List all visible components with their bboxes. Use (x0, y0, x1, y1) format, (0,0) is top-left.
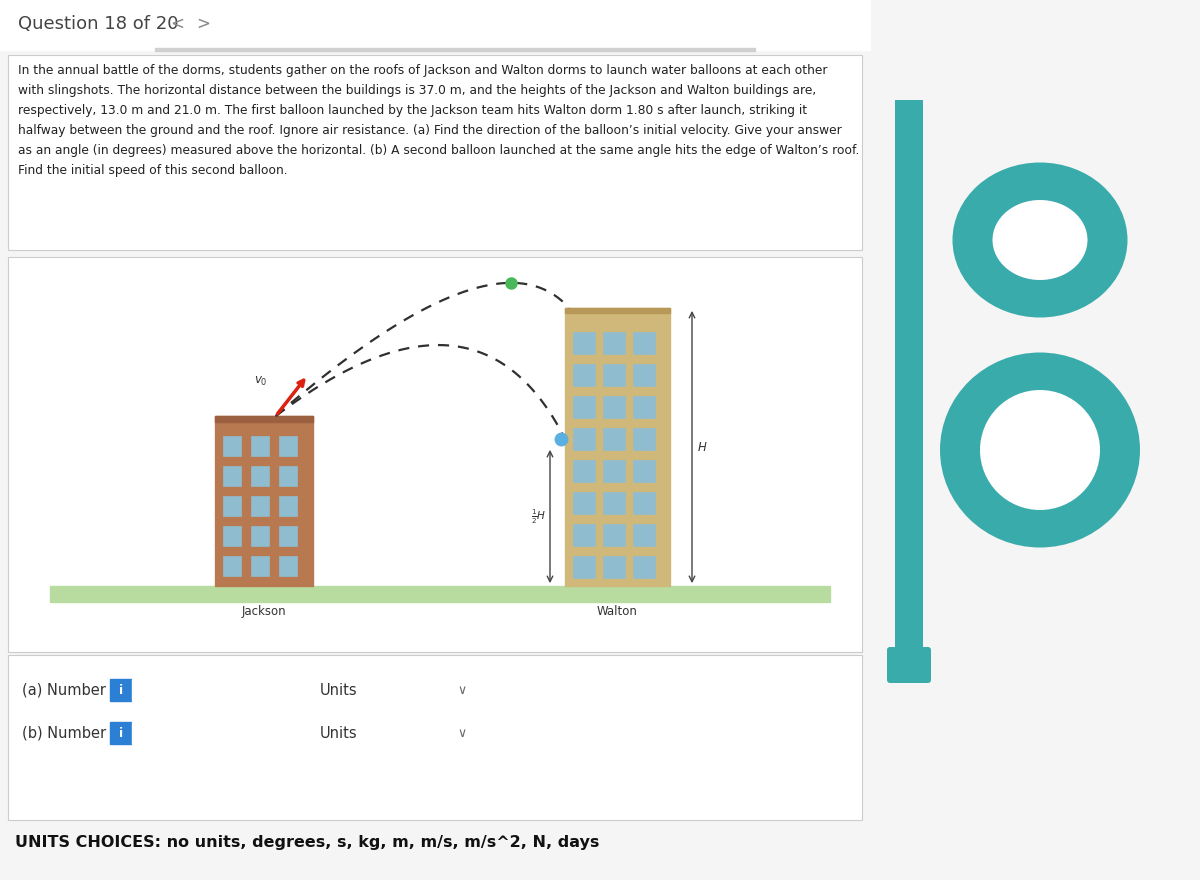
Text: Find the initial speed of this second balloon.: Find the initial speed of this second ba… (18, 164, 288, 177)
Bar (604, 428, 625, 450)
Text: (b) Number: (b) Number (22, 725, 106, 740)
Ellipse shape (980, 390, 1100, 510)
Bar (223, 466, 241, 486)
Bar (604, 556, 625, 578)
Bar (278, 436, 298, 456)
Bar (574, 492, 595, 514)
Ellipse shape (953, 163, 1128, 318)
Bar (565, 308, 670, 586)
Bar (604, 396, 625, 418)
Bar (155, 48, 755, 51)
Bar (215, 416, 313, 586)
Bar (278, 496, 298, 516)
Bar (278, 556, 298, 576)
Bar (574, 556, 595, 578)
Bar (110, 679, 132, 701)
Text: respectively, 13.0 m and 21.0 m. The first balloon launched by the Jackson team : respectively, 13.0 m and 21.0 m. The fir… (18, 104, 808, 117)
Bar (223, 436, 241, 456)
Text: ∨: ∨ (457, 684, 467, 696)
Bar (0, 0, 870, 50)
Text: H: H (698, 441, 707, 453)
Bar (634, 396, 655, 418)
Bar (604, 460, 625, 482)
FancyBboxPatch shape (8, 55, 862, 250)
Text: Units: Units (320, 683, 358, 698)
FancyBboxPatch shape (895, 100, 923, 680)
FancyBboxPatch shape (887, 647, 931, 683)
Bar (574, 396, 595, 418)
Bar (604, 492, 625, 514)
Text: halfway between the ground and the roof. Ignore air resistance. (a) Find the dir: halfway between the ground and the roof.… (18, 124, 841, 137)
Text: ∨: ∨ (457, 727, 467, 739)
Bar (215, 416, 313, 422)
Ellipse shape (992, 200, 1087, 280)
Bar (223, 556, 241, 576)
Bar (251, 556, 269, 576)
Text: UNITS CHOICES: no units, degrees, s, kg, m, m/s, m/s^2, N, days: UNITS CHOICES: no units, degrees, s, kg,… (14, 834, 599, 849)
Bar (634, 524, 655, 546)
Text: as an angle (in degrees) measured above the horizontal. (b) A second balloon lau: as an angle (in degrees) measured above … (18, 144, 859, 157)
Bar (278, 466, 298, 486)
Text: Units: Units (320, 725, 358, 740)
Text: Question 18 of 20: Question 18 of 20 (18, 15, 179, 33)
Bar (574, 460, 595, 482)
Bar (360, 722, 470, 744)
Bar (574, 524, 595, 546)
Text: (a) Number: (a) Number (22, 683, 106, 698)
Text: Walton: Walton (598, 605, 638, 618)
Bar (110, 722, 132, 744)
Bar (223, 526, 241, 546)
Bar (634, 332, 655, 354)
Bar (634, 460, 655, 482)
Bar (132, 679, 310, 701)
Text: >: > (196, 15, 210, 33)
Text: $\frac{1}{2}H$: $\frac{1}{2}H$ (530, 507, 546, 525)
Bar (223, 496, 241, 516)
Bar (604, 332, 625, 354)
Ellipse shape (940, 353, 1140, 547)
FancyBboxPatch shape (8, 257, 862, 652)
Bar (634, 364, 655, 386)
Bar (360, 679, 470, 701)
Bar (278, 526, 298, 546)
Bar (251, 526, 269, 546)
Bar (132, 722, 310, 744)
Text: Jackson: Jackson (241, 605, 287, 618)
Bar (574, 364, 595, 386)
Text: $v_0$: $v_0$ (253, 375, 268, 388)
Bar (50, 586, 830, 602)
FancyBboxPatch shape (8, 655, 862, 820)
Text: i: i (119, 727, 124, 739)
Bar (634, 556, 655, 578)
Text: i: i (119, 684, 124, 696)
Text: In the annual battle of the dorms, students gather on the roofs of Jackson and W: In the annual battle of the dorms, stude… (18, 64, 828, 77)
Bar (251, 436, 269, 456)
Bar (251, 496, 269, 516)
Bar (565, 308, 670, 313)
Bar (574, 428, 595, 450)
Bar (634, 492, 655, 514)
Text: <: < (170, 15, 184, 33)
Bar (604, 524, 625, 546)
Bar (251, 466, 269, 486)
Bar (604, 364, 625, 386)
Bar (574, 332, 595, 354)
Bar (634, 428, 655, 450)
Text: with slingshots. The horizontal distance between the buildings is 37.0 m, and th: with slingshots. The horizontal distance… (18, 84, 816, 97)
